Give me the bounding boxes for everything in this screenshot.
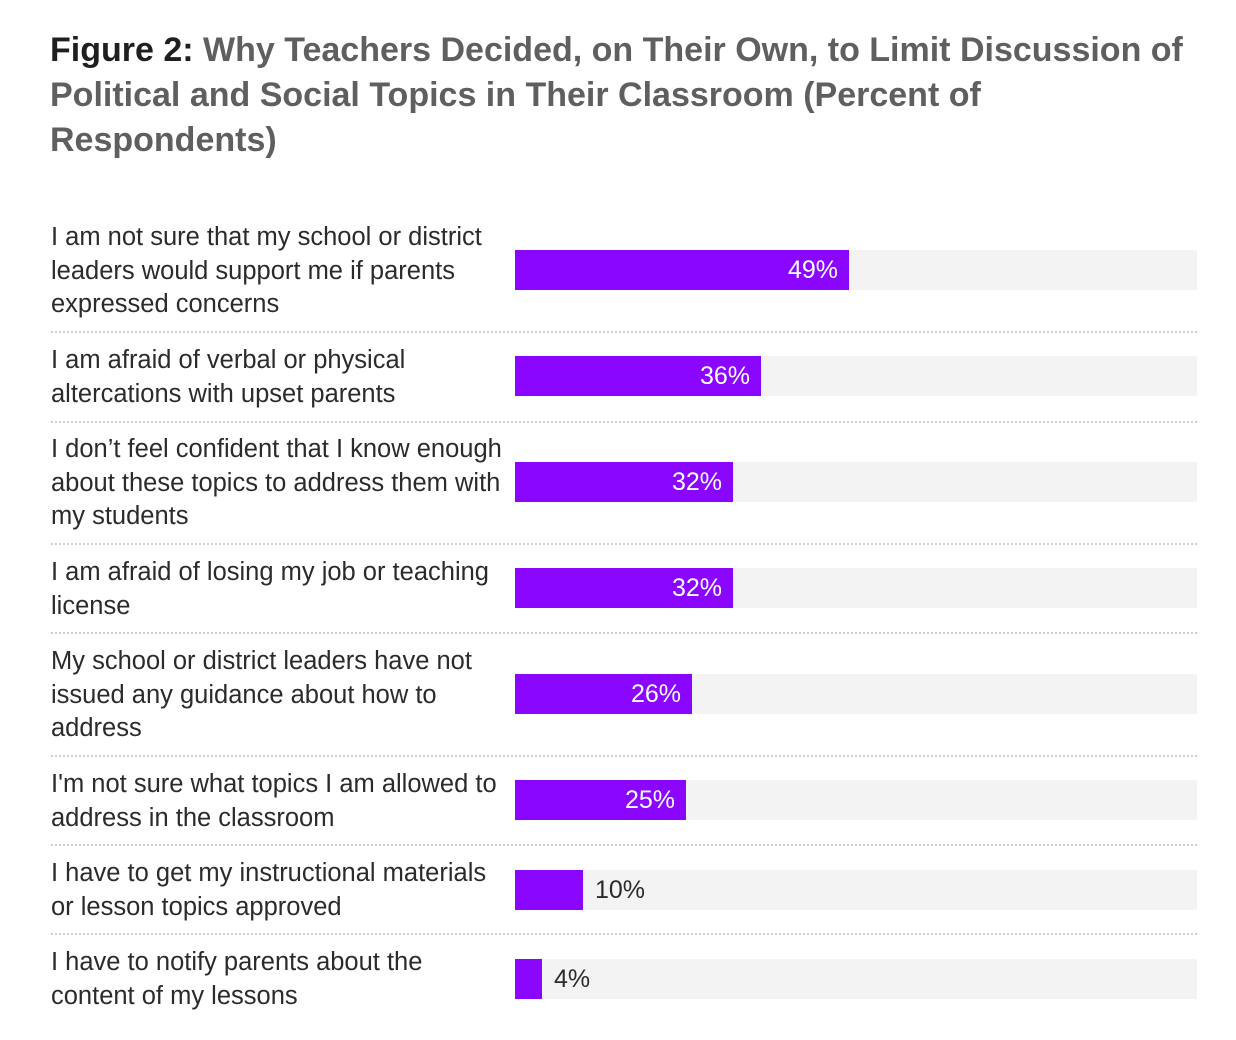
row-divider <box>51 331 1197 333</box>
bar-track: 36% <box>515 356 1197 396</box>
value-label: 10% <box>595 876 646 904</box>
value-label: 32% <box>671 574 722 602</box>
row-divider <box>51 543 1197 545</box>
bar-track: 49% <box>515 250 1197 290</box>
category-label: I am afraid of verbal or physical alterc… <box>51 346 406 408</box>
bar-track: 10% <box>515 870 1197 910</box>
value-label: 25% <box>624 786 675 814</box>
category-label: I don’t feel confident that I know enoug… <box>51 435 502 530</box>
value-label: 49% <box>787 256 838 284</box>
value-label: 32% <box>671 468 722 496</box>
bar <box>515 959 542 999</box>
row-divider <box>51 755 1197 757</box>
bar <box>515 356 761 396</box>
bar-track: 32% <box>515 462 1197 502</box>
category-label: I have to notify parents about the conte… <box>51 948 423 1010</box>
bar <box>515 462 733 502</box>
category-label: I am afraid of losing my job or teaching… <box>51 558 489 620</box>
bar-track: 4% <box>515 959 1197 999</box>
category-label: I have to get my instructional materials… <box>51 859 487 921</box>
chart-title: Figure 2: Why Teachers Decided, on Their… <box>50 28 1190 163</box>
value-label: 36% <box>699 362 750 390</box>
figure-number: Figure 2: <box>50 31 194 69</box>
value-label: 4% <box>554 965 591 993</box>
value-label: 26% <box>630 680 681 708</box>
category-label: I'm not sure what topics I am allowed to… <box>51 770 497 832</box>
category-label: I am not sure that my school or district… <box>51 223 482 318</box>
row-divider <box>51 632 1197 634</box>
bar-track: 26% <box>515 674 1197 714</box>
bar <box>515 780 686 820</box>
category-label: My school or district leaders have not i… <box>51 647 472 742</box>
bar-track: 32% <box>515 568 1197 608</box>
bar <box>515 870 583 910</box>
bar-track: 25% <box>515 780 1197 820</box>
bar <box>515 568 733 608</box>
bar <box>515 250 849 290</box>
figure-title-text: Why Teachers Decided, on Their Own, to L… <box>50 31 1183 159</box>
row-divider <box>51 844 1197 846</box>
bar <box>515 674 692 714</box>
row-divider <box>51 421 1197 423</box>
row-divider <box>51 933 1197 935</box>
